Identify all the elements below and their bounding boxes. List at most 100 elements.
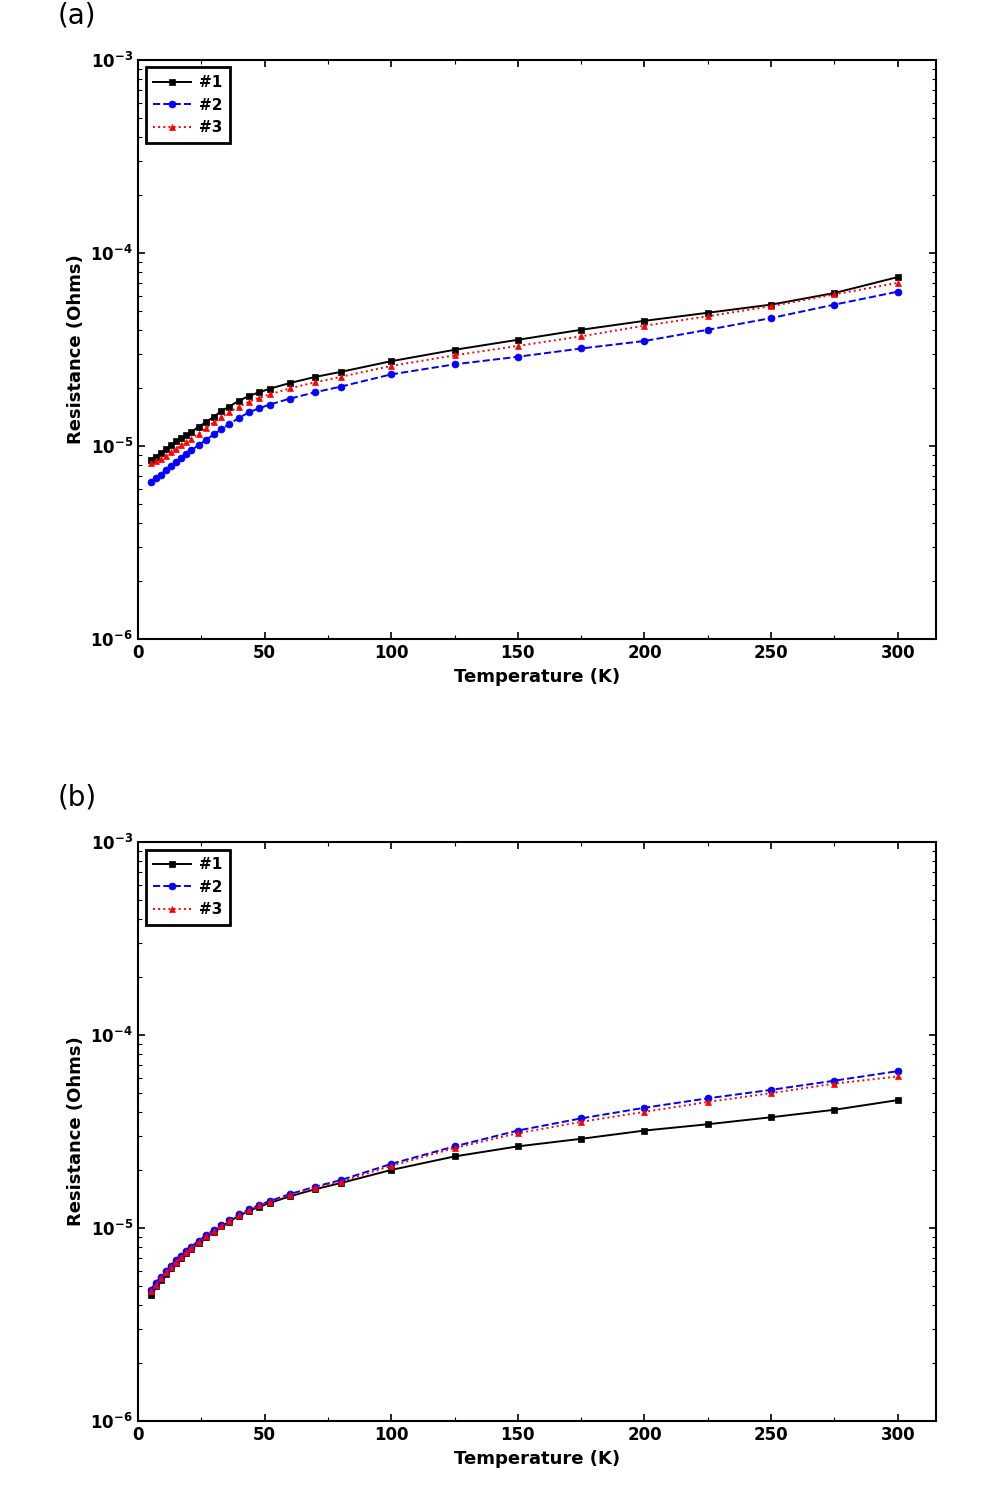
#3 <box>828 1074 840 1092</box>
#1 <box>150 1278 162 1296</box>
#3 <box>180 432 192 450</box>
#3 <box>575 328 587 346</box>
#3 <box>185 429 197 447</box>
#3 <box>575 1113 587 1131</box>
#2 <box>175 449 187 467</box>
#2 <box>175 1246 187 1264</box>
#1 <box>253 383 265 401</box>
#2 <box>170 1252 182 1270</box>
#1 <box>891 268 903 286</box>
#1 <box>702 1116 714 1134</box>
#1 <box>638 1122 650 1140</box>
#3 <box>284 380 296 398</box>
#1 <box>224 398 235 416</box>
#2 <box>216 420 228 438</box>
#2 <box>243 402 255 420</box>
#1 <box>208 1222 220 1240</box>
#2 <box>216 1216 228 1234</box>
#1 <box>828 1101 840 1119</box>
#1 <box>160 1264 171 1282</box>
#1 <box>170 1254 182 1272</box>
#1 <box>309 1180 321 1198</box>
#1 <box>448 341 460 359</box>
#3 <box>335 1173 347 1191</box>
#2 <box>702 320 714 338</box>
#3 <box>200 1227 212 1245</box>
#1 <box>264 380 276 398</box>
Line: #3: #3 <box>147 1073 901 1296</box>
#2 <box>448 1137 460 1155</box>
#1 <box>160 440 171 458</box>
#3 <box>264 386 276 404</box>
#1 <box>224 1213 235 1231</box>
#1 <box>164 1260 176 1278</box>
#2 <box>200 431 212 449</box>
#2 <box>160 461 171 479</box>
#1 <box>200 1228 212 1246</box>
Line: #2: #2 <box>147 1068 901 1293</box>
X-axis label: Temperature (K): Temperature (K) <box>454 667 620 685</box>
Text: (b): (b) <box>58 784 98 812</box>
#3 <box>765 1085 777 1103</box>
#2 <box>208 1221 220 1239</box>
#1 <box>284 1188 296 1206</box>
#1 <box>575 320 587 338</box>
#2 <box>828 1071 840 1089</box>
#1 <box>253 1198 265 1216</box>
#1 <box>765 296 777 314</box>
#2 <box>200 1227 212 1245</box>
Line: #1: #1 <box>147 274 901 464</box>
#1 <box>233 1207 245 1225</box>
#1 <box>638 311 650 329</box>
#2 <box>284 1185 296 1203</box>
#2 <box>309 1177 321 1195</box>
Line: #3: #3 <box>147 280 901 467</box>
#1 <box>185 1240 197 1258</box>
#3 <box>233 1206 245 1224</box>
#1 <box>335 364 347 381</box>
#3 <box>216 408 228 426</box>
#2 <box>638 332 650 350</box>
#1 <box>180 1245 192 1263</box>
#2 <box>233 408 245 426</box>
#2 <box>284 389 296 407</box>
Y-axis label: Resistance (Ohms): Resistance (Ohms) <box>67 254 85 444</box>
#3 <box>170 1252 182 1270</box>
#1 <box>185 423 197 441</box>
#3 <box>160 447 171 465</box>
#1 <box>243 1201 255 1219</box>
#1 <box>193 1234 205 1252</box>
#2 <box>164 1257 176 1275</box>
#3 <box>448 347 460 365</box>
#3 <box>702 307 714 325</box>
#2 <box>264 1192 276 1210</box>
#3 <box>638 1103 650 1121</box>
#2 <box>150 1275 162 1293</box>
#3 <box>385 358 397 375</box>
#2 <box>448 356 460 374</box>
#1 <box>155 444 166 462</box>
#2 <box>253 1195 265 1213</box>
Y-axis label: Resistance (Ohms): Resistance (Ohms) <box>67 1037 85 1227</box>
#2 <box>891 283 903 301</box>
#3 <box>512 337 524 355</box>
#1 <box>180 426 192 444</box>
#1 <box>175 1249 187 1267</box>
Legend: #1, #2, #3: #1, #2, #3 <box>146 67 230 144</box>
#1 <box>702 304 714 322</box>
Line: #2: #2 <box>147 289 901 486</box>
#1 <box>284 374 296 392</box>
#3 <box>164 1258 176 1276</box>
#1 <box>216 1218 228 1236</box>
#3 <box>765 298 777 316</box>
#3 <box>385 1156 397 1174</box>
#3 <box>264 1192 276 1210</box>
#1 <box>335 1174 347 1192</box>
#2 <box>335 1171 347 1189</box>
#1 <box>155 1270 166 1288</box>
#3 <box>224 402 235 420</box>
#2 <box>638 1098 650 1116</box>
#1 <box>309 368 321 386</box>
#2 <box>891 1062 903 1080</box>
#2 <box>575 340 587 358</box>
